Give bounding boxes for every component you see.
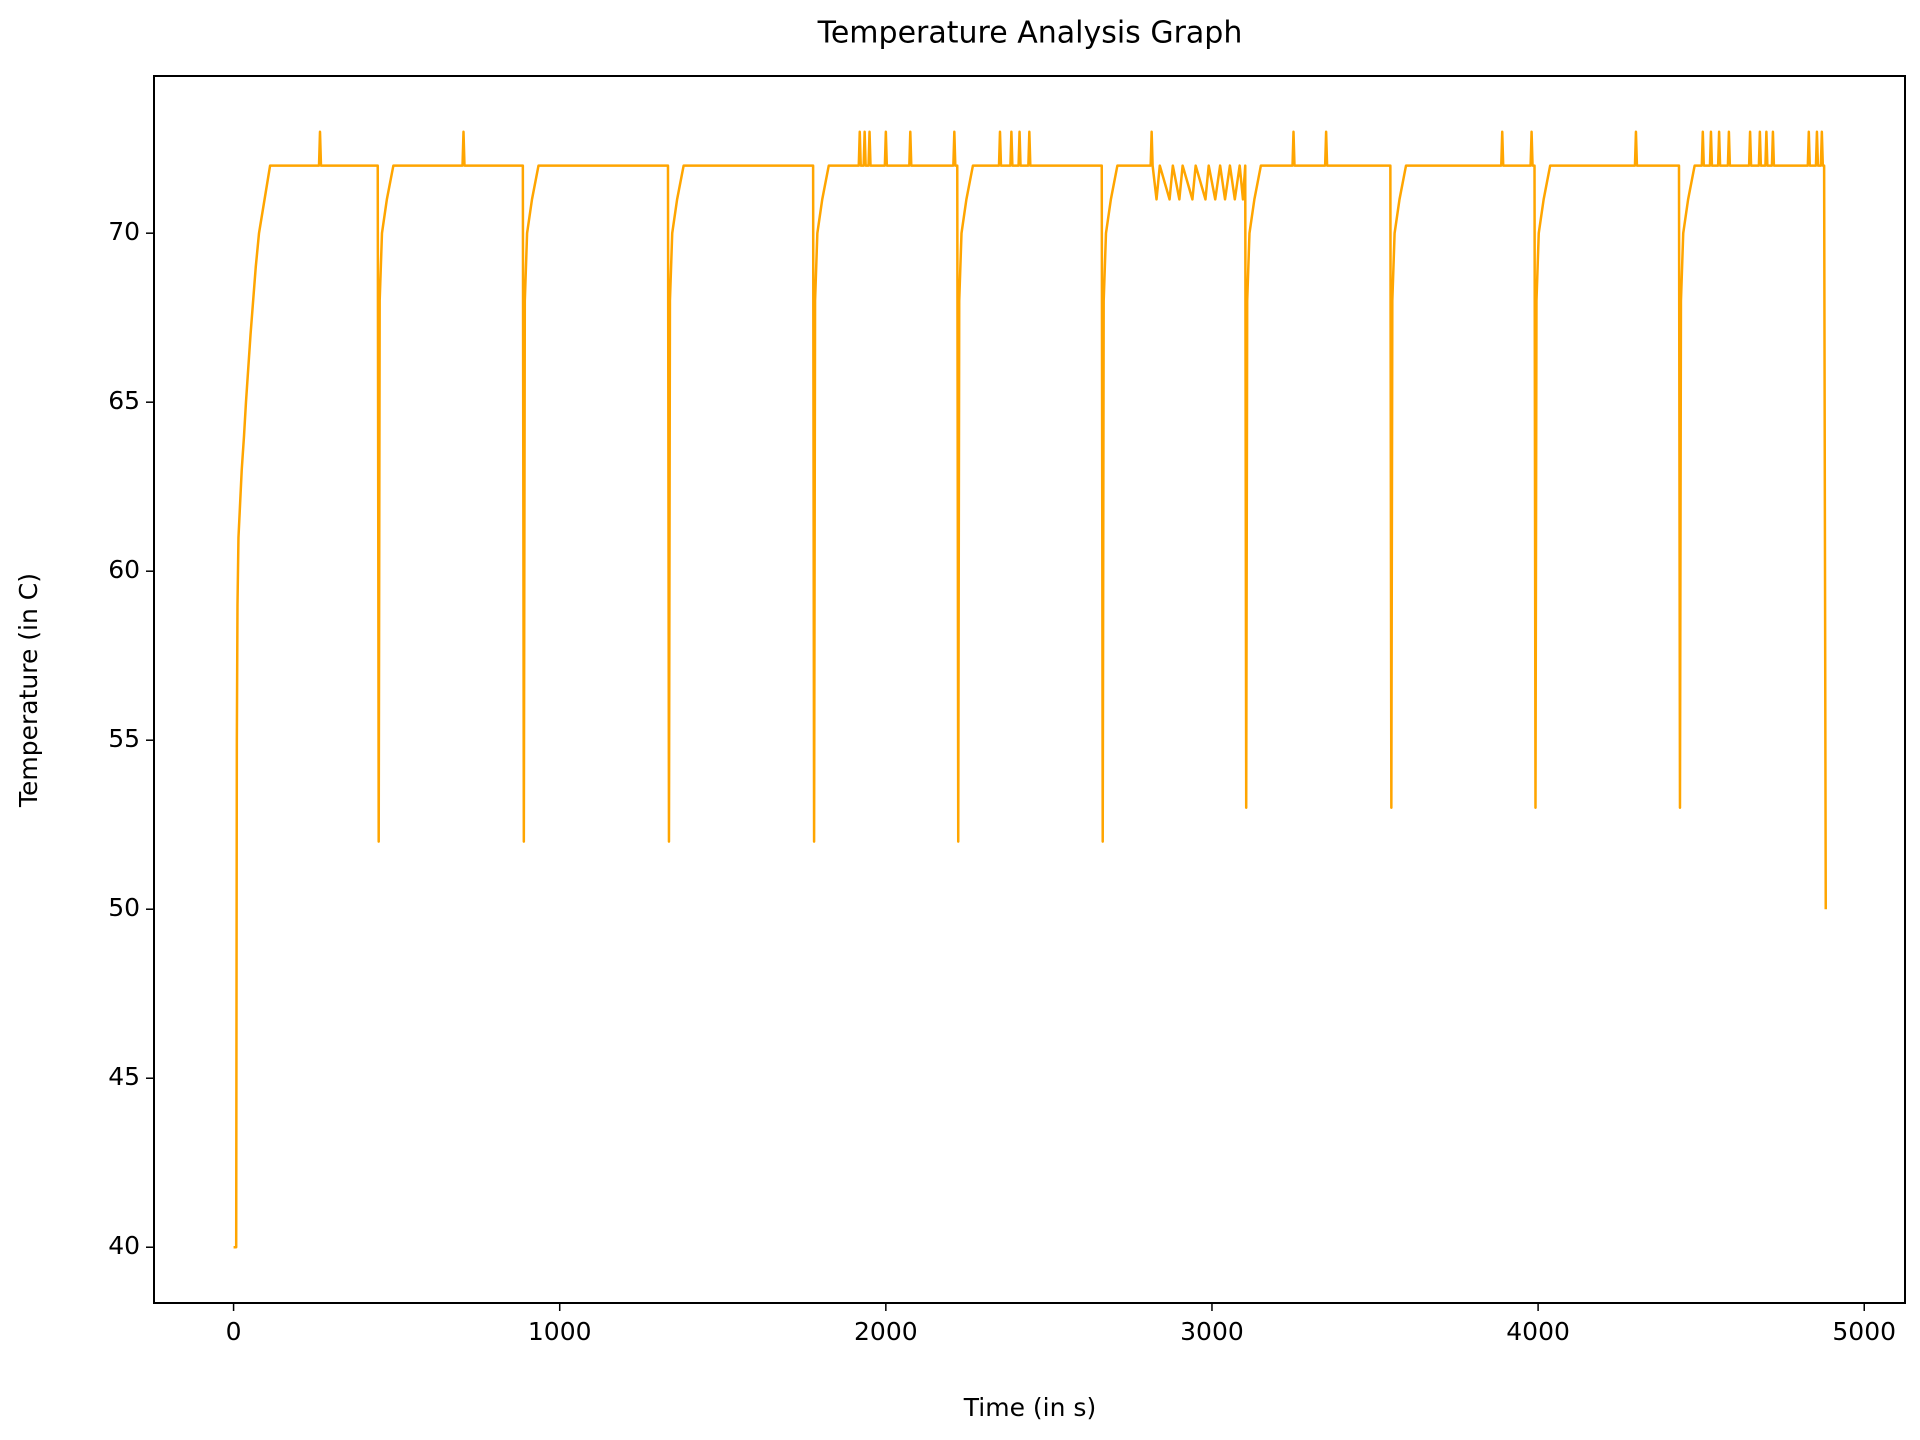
x-tick-label: 2000 <box>854 1317 918 1346</box>
plot-frame <box>153 75 1906 1304</box>
y-axis-label: Temperature (in C) <box>14 573 43 808</box>
y-tick-label: 65 <box>108 386 140 415</box>
y-tick-label: 45 <box>108 1062 140 1091</box>
x-tick-label: 0 <box>226 1317 242 1346</box>
x-axis-label: Time (in s) <box>963 1393 1096 1422</box>
y-tick-label: 60 <box>108 555 140 584</box>
y-tick-label: 40 <box>108 1231 140 1260</box>
y-tick-label: 55 <box>108 724 140 753</box>
data-line <box>233 130 1827 1249</box>
x-tick-label: 3000 <box>1180 1317 1244 1346</box>
chart-title: Temperature Analysis Graph <box>817 16 1243 51</box>
y-tick-label: 70 <box>108 217 140 246</box>
x-tick-label: 1000 <box>528 1317 592 1346</box>
x-tick-label: 5000 <box>1832 1317 1896 1346</box>
y-tick-label: 50 <box>108 893 140 922</box>
x-tick-label: 4000 <box>1506 1317 1570 1346</box>
